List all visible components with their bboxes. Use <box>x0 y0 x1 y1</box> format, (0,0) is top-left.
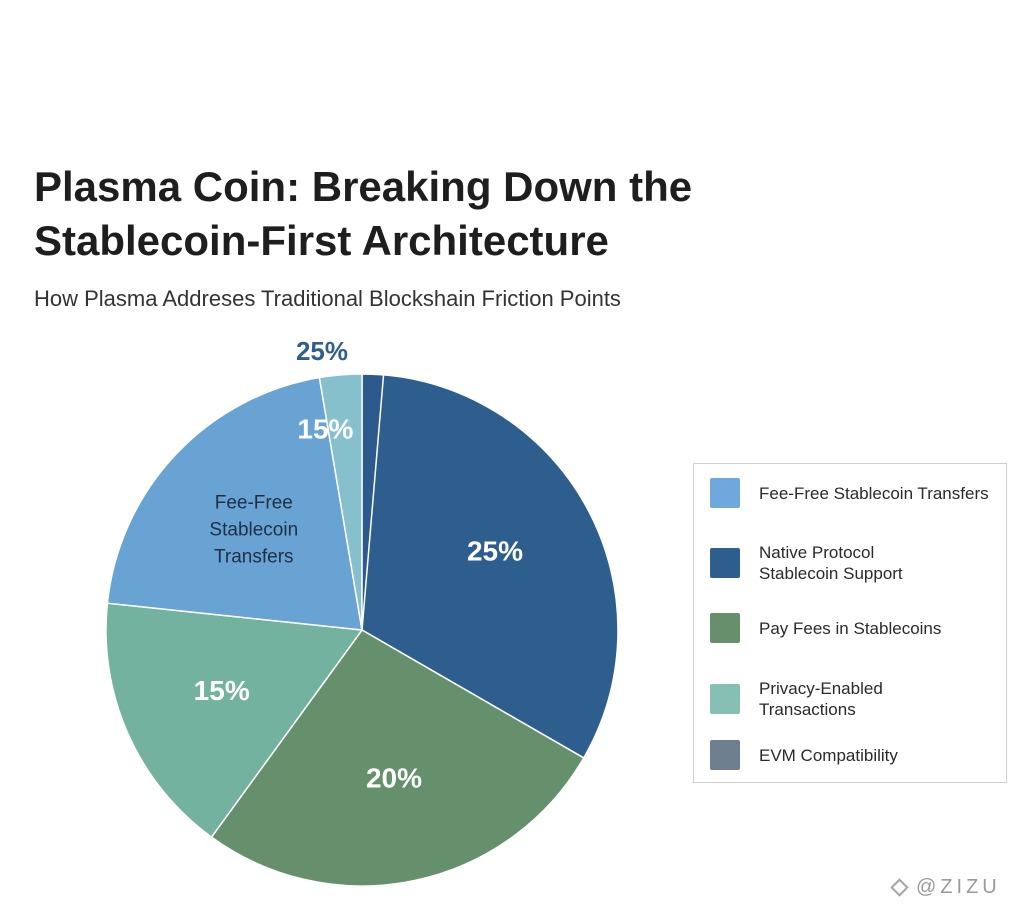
pie-slice-label: 15% <box>194 675 250 706</box>
pie-slice-label: 15% <box>297 413 353 444</box>
legend-label-line: Transactions <box>759 700 856 719</box>
pie-outside-label: 25% <box>296 336 348 366</box>
watermark-text: @ZIZU <box>916 876 1001 898</box>
pie-slice <box>106 376 363 631</box>
legend-label-line: Pay Fees in Stablecoins <box>759 618 942 638</box>
legend-swatch <box>710 684 740 714</box>
legend-label: Native Protocol Stablecoin Support <box>759 542 903 584</box>
legend-label: Pay Fees in Stablecoins <box>759 618 941 639</box>
legend-label-line: EVM Compatibility <box>759 745 898 765</box>
chart-title-line-1: Plasma Coin: Breaking Down the <box>34 163 693 210</box>
legend-item-privacy-enabled: Privacy-Enabled Transactions <box>710 678 996 720</box>
pie-slices <box>105 373 619 887</box>
legend-label-line: Stablecoin Support <box>759 564 903 583</box>
legend-label-line: Fee-Free Stablecoin Transfers <box>759 483 989 503</box>
chart-title: Plasma Coin: Breaking Down the Stablecoi… <box>34 160 794 268</box>
pie-slice-inline-label: Fee-Free Stablecoin Transfers <box>209 492 298 567</box>
pie-slice-labels: 25% 20% 15% Fee-Free Stablecoin Transfers 15% 2… <box>194 336 523 794</box>
pie-slice-label: 25% <box>467 536 523 567</box>
legend-swatch <box>710 478 740 508</box>
legend-swatch <box>710 613 740 643</box>
legend-swatch <box>710 740 740 770</box>
legend-item-pay-fees: Pay Fees in Stablecoins <box>710 613 996 643</box>
diamond-logo-icon <box>890 878 909 897</box>
watermark: @ZIZU <box>890 876 1001 899</box>
legend-label-line: Privacy-Enabled <box>759 679 883 698</box>
pie-slice-inline-label-line: Stablecoin <box>209 519 298 540</box>
pie-slice-inline-label-line: Transfers <box>214 546 294 567</box>
legend-swatch <box>710 548 740 578</box>
legend-label: EVM Compatibility <box>759 745 898 766</box>
pie-slice-label: 20% <box>366 763 422 794</box>
pie-slice <box>361 373 385 631</box>
chart-legend: Fee-Free Stablecoin Transfers Native Pro… <box>693 463 1007 783</box>
legend-label: Fee-Free Stablecoin Transfers <box>759 483 989 504</box>
legend-label-line: Native Protocol <box>759 543 875 562</box>
pie-slice-inline-label-line: Fee-Free <box>215 492 293 513</box>
legend-item-fee-free-transfers: Fee-Free Stablecoin Transfers <box>710 478 996 508</box>
pie-slice <box>105 602 364 839</box>
pie-slice <box>210 629 585 887</box>
legend-label: Privacy-Enabled Transactions <box>759 678 883 720</box>
legend-item-evm-compatibility: EVM Compatibility <box>710 740 996 770</box>
pie-slice <box>361 373 619 759</box>
chart-subtitle: How Plasma Addreses Traditional Blocksha… <box>34 286 621 311</box>
legend-item-native-protocol: Native Protocol Stablecoin Support <box>710 542 996 584</box>
chart-title-line-2: Stablecoin-First Architecture <box>34 217 609 264</box>
